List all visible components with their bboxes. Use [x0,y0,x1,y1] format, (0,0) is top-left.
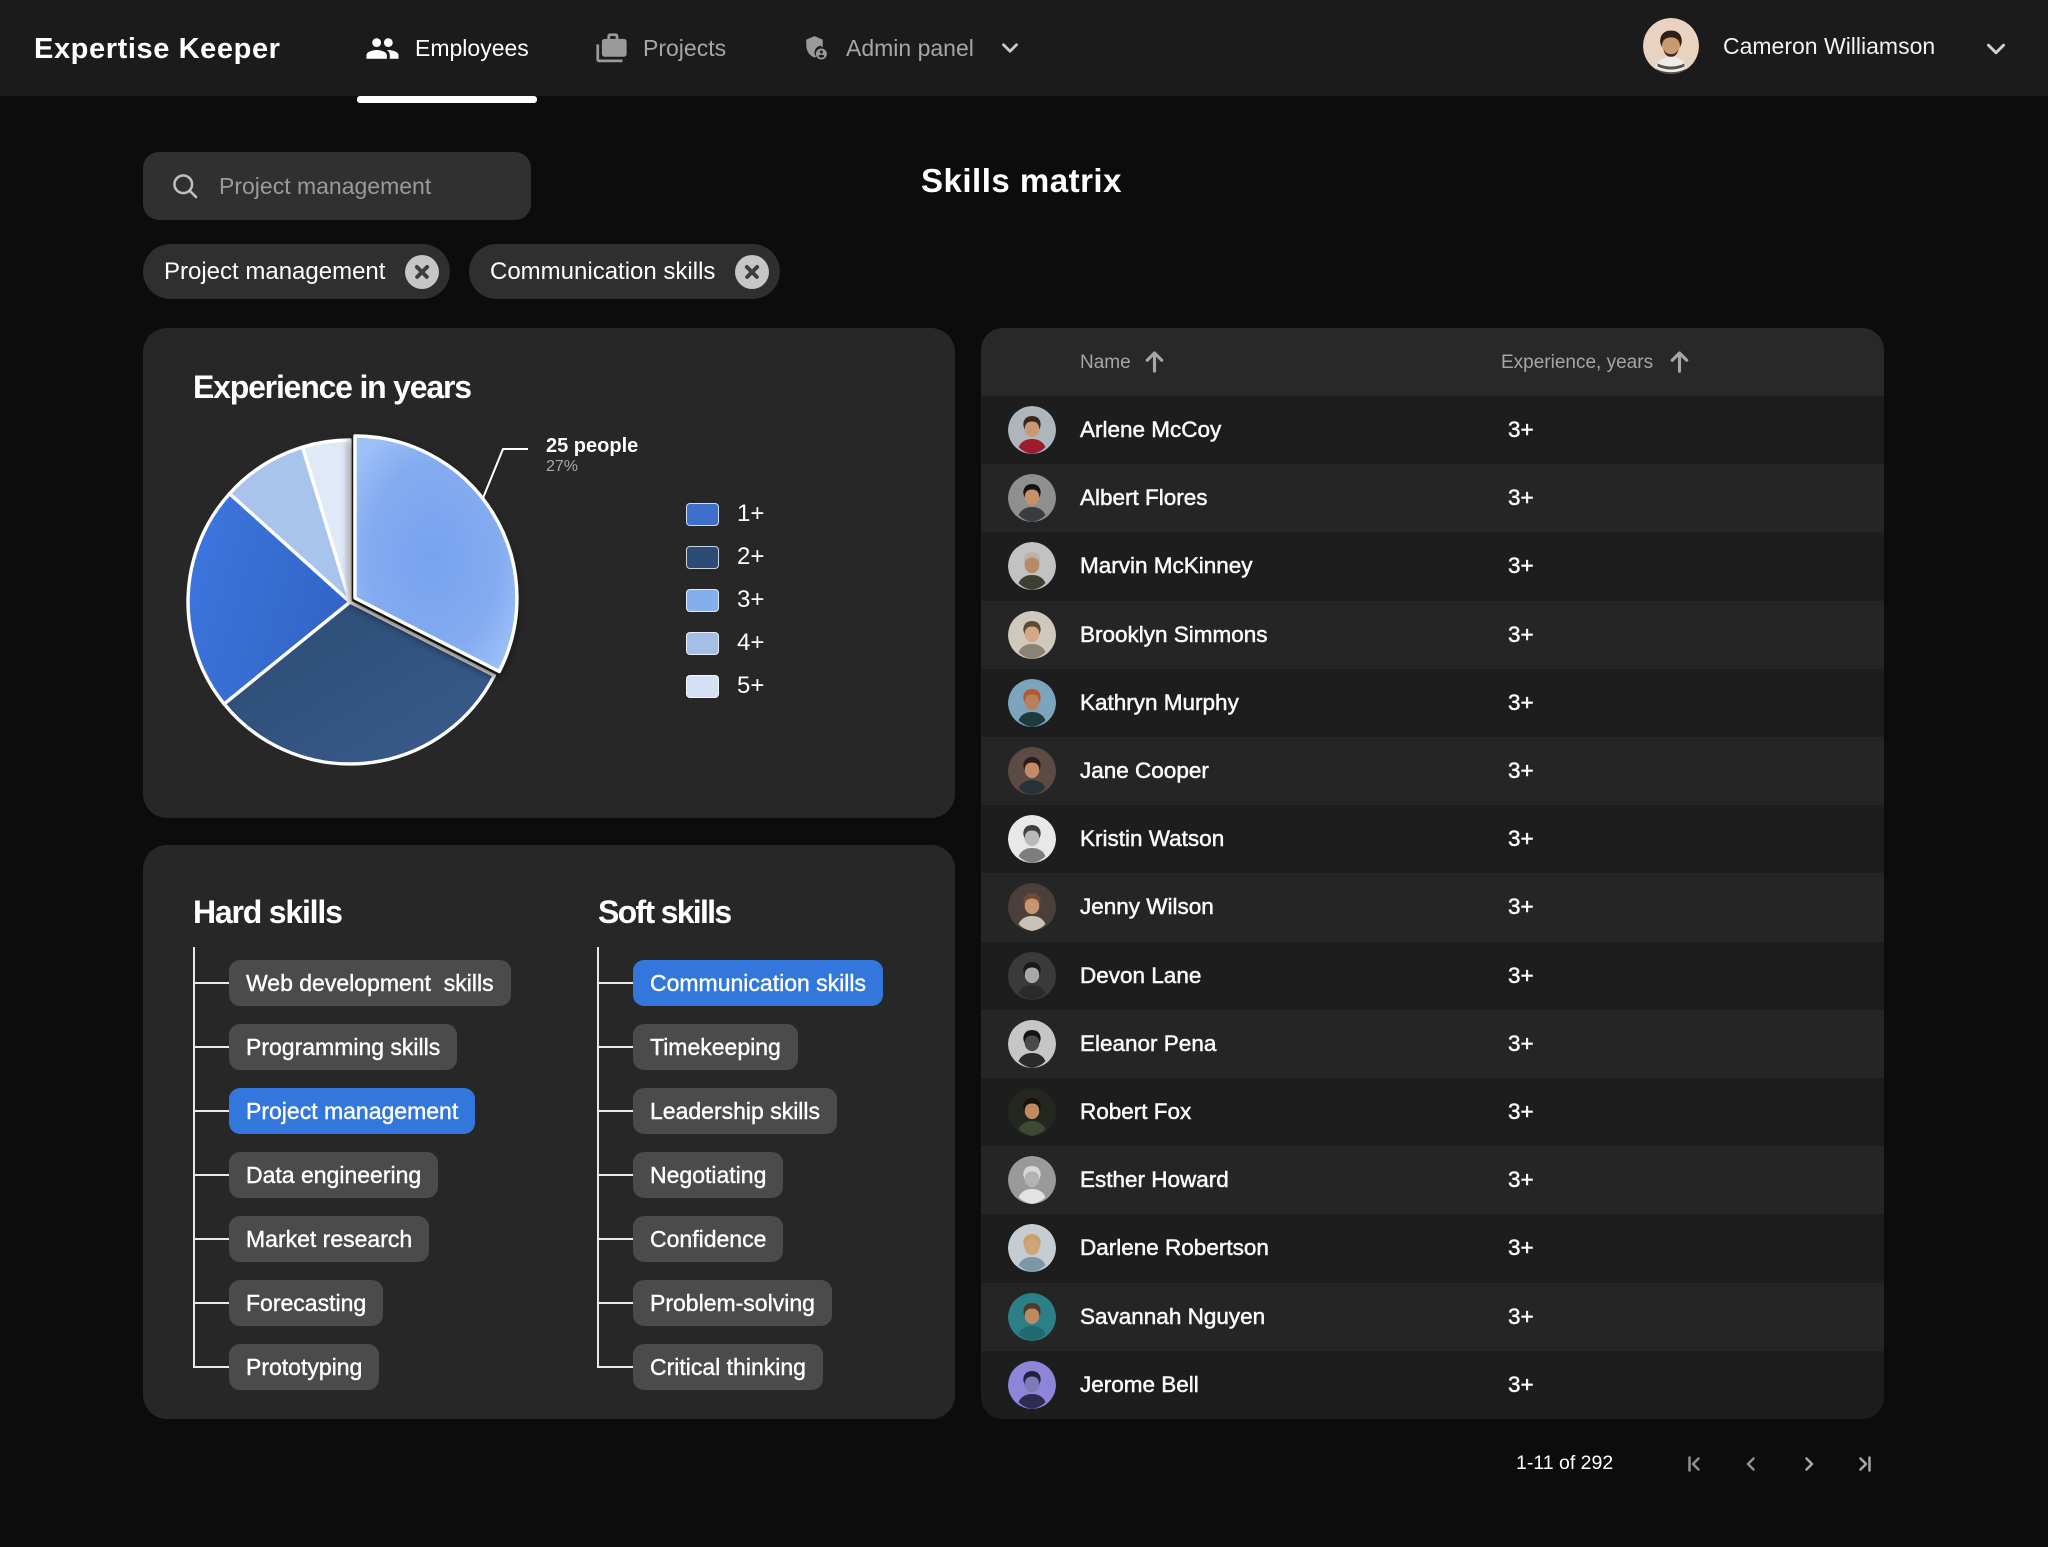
svg-text:27%: 27% [546,458,578,475]
svg-text:25 people: 25 people [546,435,638,457]
